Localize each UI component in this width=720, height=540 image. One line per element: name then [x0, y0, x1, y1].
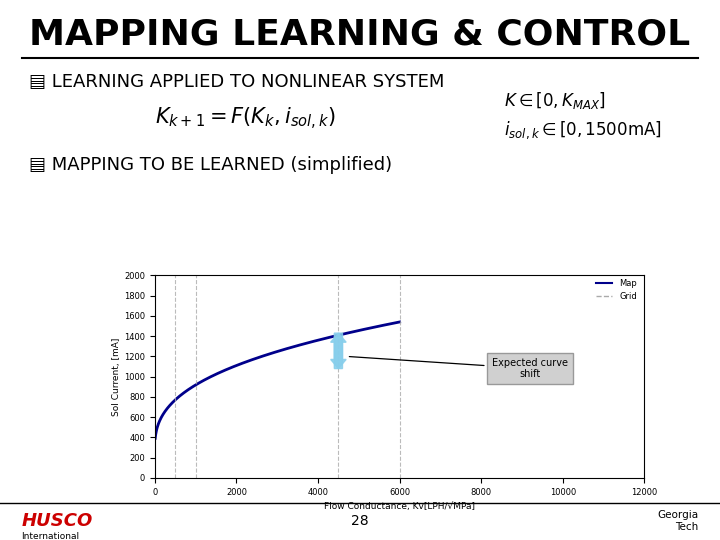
- Legend: Map, Grid: Map, Grid: [593, 275, 640, 305]
- Text: $K_{k+1} = F\left(K_k, i_{sol,k}\right)$: $K_{k+1} = F\left(K_k, i_{sol,k}\right)$: [155, 105, 335, 132]
- Text: International: International: [22, 532, 80, 540]
- X-axis label: Flow Conductance, Kv[LPH/√MPa]: Flow Conductance, Kv[LPH/√MPa]: [324, 502, 475, 511]
- FancyArrow shape: [330, 333, 346, 368]
- Y-axis label: Sol Current, [mA]: Sol Current, [mA]: [112, 338, 121, 416]
- Text: ▤ LEARNING APPLIED TO NONLINEAR SYSTEM: ▤ LEARNING APPLIED TO NONLINEAR SYSTEM: [29, 73, 444, 91]
- Text: Expected curve
shift: Expected curve shift: [349, 356, 568, 379]
- Text: $K \in [0, K_{MAX}]$: $K \in [0, K_{MAX}]$: [504, 90, 606, 111]
- Text: ▤ MAPPING TO BE LEARNED (simplified): ▤ MAPPING TO BE LEARNED (simplified): [29, 156, 392, 174]
- Text: Georgia
Tech: Georgia Tech: [657, 510, 698, 532]
- Text: $i_{sol,k} \in [0, 1500\mathrm{mA}]$: $i_{sol,k} \in [0, 1500\mathrm{mA}]$: [504, 119, 662, 141]
- Text: 28: 28: [351, 514, 369, 528]
- FancyArrow shape: [330, 333, 346, 368]
- Text: HUSCO: HUSCO: [22, 512, 93, 530]
- Text: MAPPING LEARNING & CONTROL: MAPPING LEARNING & CONTROL: [30, 18, 690, 52]
